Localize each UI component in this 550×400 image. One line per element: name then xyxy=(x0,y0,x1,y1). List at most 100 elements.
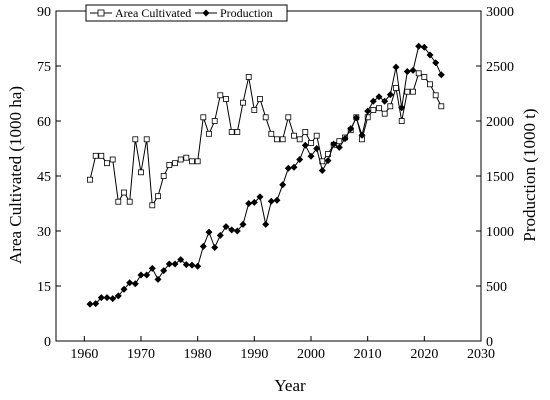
area-cultivated-point xyxy=(92,152,99,159)
production-point xyxy=(126,279,134,287)
area-cultivated-point xyxy=(166,162,173,168)
production-point xyxy=(148,264,156,272)
production-point xyxy=(194,262,202,270)
x-tick-label: 1990 xyxy=(240,347,268,362)
production-point xyxy=(216,231,224,239)
x-tick-label: 2000 xyxy=(297,347,325,362)
area-cultivated-point xyxy=(228,129,235,135)
area-cultivated-point xyxy=(285,114,292,121)
area-cultivated-point xyxy=(251,107,258,113)
area-cultivated-point xyxy=(438,103,445,110)
production-point xyxy=(92,300,100,308)
production-point xyxy=(432,59,440,67)
production-point xyxy=(262,220,270,228)
production-point xyxy=(137,271,145,279)
area-cultivated-point xyxy=(376,105,382,112)
area-cultivated-point xyxy=(183,154,190,161)
area-cultivated-point xyxy=(415,70,422,77)
right-y-tick-label: 1000 xyxy=(486,225,514,240)
left-y-tick-label: 45 xyxy=(37,170,51,185)
x-tick-label: 1980 xyxy=(184,347,212,362)
area-cultivated-point xyxy=(370,107,377,113)
left-y-axis-title: Area Cultivated (1000 ha) xyxy=(6,86,25,264)
production-point xyxy=(284,164,292,172)
production-point xyxy=(437,71,445,79)
production-point xyxy=(415,42,423,50)
production-point xyxy=(177,256,185,264)
series-layer xyxy=(86,42,445,308)
production-point xyxy=(131,280,139,288)
area-cultivated-point xyxy=(291,132,297,139)
production-point xyxy=(182,261,190,269)
production-point xyxy=(392,63,400,71)
production-point xyxy=(386,91,394,99)
area-cultivated-point xyxy=(296,136,303,143)
area-cultivated-point xyxy=(268,130,275,137)
production-point xyxy=(103,294,111,302)
production-point xyxy=(120,285,128,293)
area-cultivated-point xyxy=(421,74,428,80)
area-cultivated-point xyxy=(160,173,167,179)
production-point xyxy=(352,114,360,122)
left-y-axis-ticks: 0 15 30 45 60 75 90 xyxy=(37,5,61,350)
area-cultivated-point xyxy=(177,156,184,163)
area-cultivated-point xyxy=(189,158,195,165)
right-y-tick-label: 1500 xyxy=(486,170,514,185)
area-cultivated-point xyxy=(393,85,399,91)
area-cultivated-point xyxy=(308,140,314,146)
left-y-tick-label: 30 xyxy=(37,225,51,240)
x-tick-label: 1970 xyxy=(127,347,155,362)
production-point xyxy=(335,143,343,151)
production-point xyxy=(97,294,105,302)
production-point xyxy=(296,156,304,163)
production-point xyxy=(426,51,434,59)
production-point xyxy=(375,93,383,101)
area-cultivated-point xyxy=(257,96,263,102)
area-cultivated-point xyxy=(206,130,212,137)
area-cultivated-point xyxy=(149,202,156,209)
area-cultivated-point xyxy=(211,118,218,124)
production-point xyxy=(154,275,162,283)
right-y-tick-label: 500 xyxy=(486,280,507,295)
production-point xyxy=(256,193,264,201)
area-cultivated-point xyxy=(200,114,207,121)
area-cultivated-point xyxy=(398,118,405,124)
left-y-tick-label: 60 xyxy=(37,115,51,130)
production-point xyxy=(267,197,275,205)
area-cultivated-point xyxy=(302,129,309,135)
area-cultivated-point xyxy=(245,74,252,80)
production-point xyxy=(369,97,377,105)
x-tick-label: 1960 xyxy=(70,347,98,362)
area-cultivated-point xyxy=(336,138,343,145)
production-point xyxy=(188,261,196,269)
production-point xyxy=(301,141,309,149)
production-point xyxy=(330,140,338,148)
production-point xyxy=(165,260,173,268)
left-y-tick-label: 75 xyxy=(37,60,51,75)
production-point xyxy=(358,131,366,139)
production-point xyxy=(307,152,315,160)
x-tick-label: 2020 xyxy=(410,347,438,362)
production-point xyxy=(86,300,94,308)
production-point xyxy=(205,228,213,236)
legend-production-label: Production xyxy=(220,6,273,20)
production-point xyxy=(114,292,122,300)
x-tick-label: 2030 xyxy=(467,347,495,362)
production-point xyxy=(199,242,207,250)
legend-production-marker-icon xyxy=(202,9,210,17)
production-point xyxy=(160,267,168,275)
area-cultivated-point xyxy=(364,114,371,121)
production-point xyxy=(313,145,321,152)
legend-box xyxy=(85,4,288,22)
area-cultivated-point xyxy=(381,110,388,117)
plot-frame xyxy=(55,10,482,342)
production-point xyxy=(211,244,219,251)
area-cultivated-point xyxy=(387,103,394,110)
right-y-axis-title: Production (1000 t) xyxy=(520,108,539,241)
production-point xyxy=(279,181,287,189)
production-point xyxy=(409,66,417,74)
right-y-tick-label: 0 xyxy=(486,335,493,350)
production-point xyxy=(290,163,298,171)
area-cultivated-point xyxy=(404,88,411,95)
